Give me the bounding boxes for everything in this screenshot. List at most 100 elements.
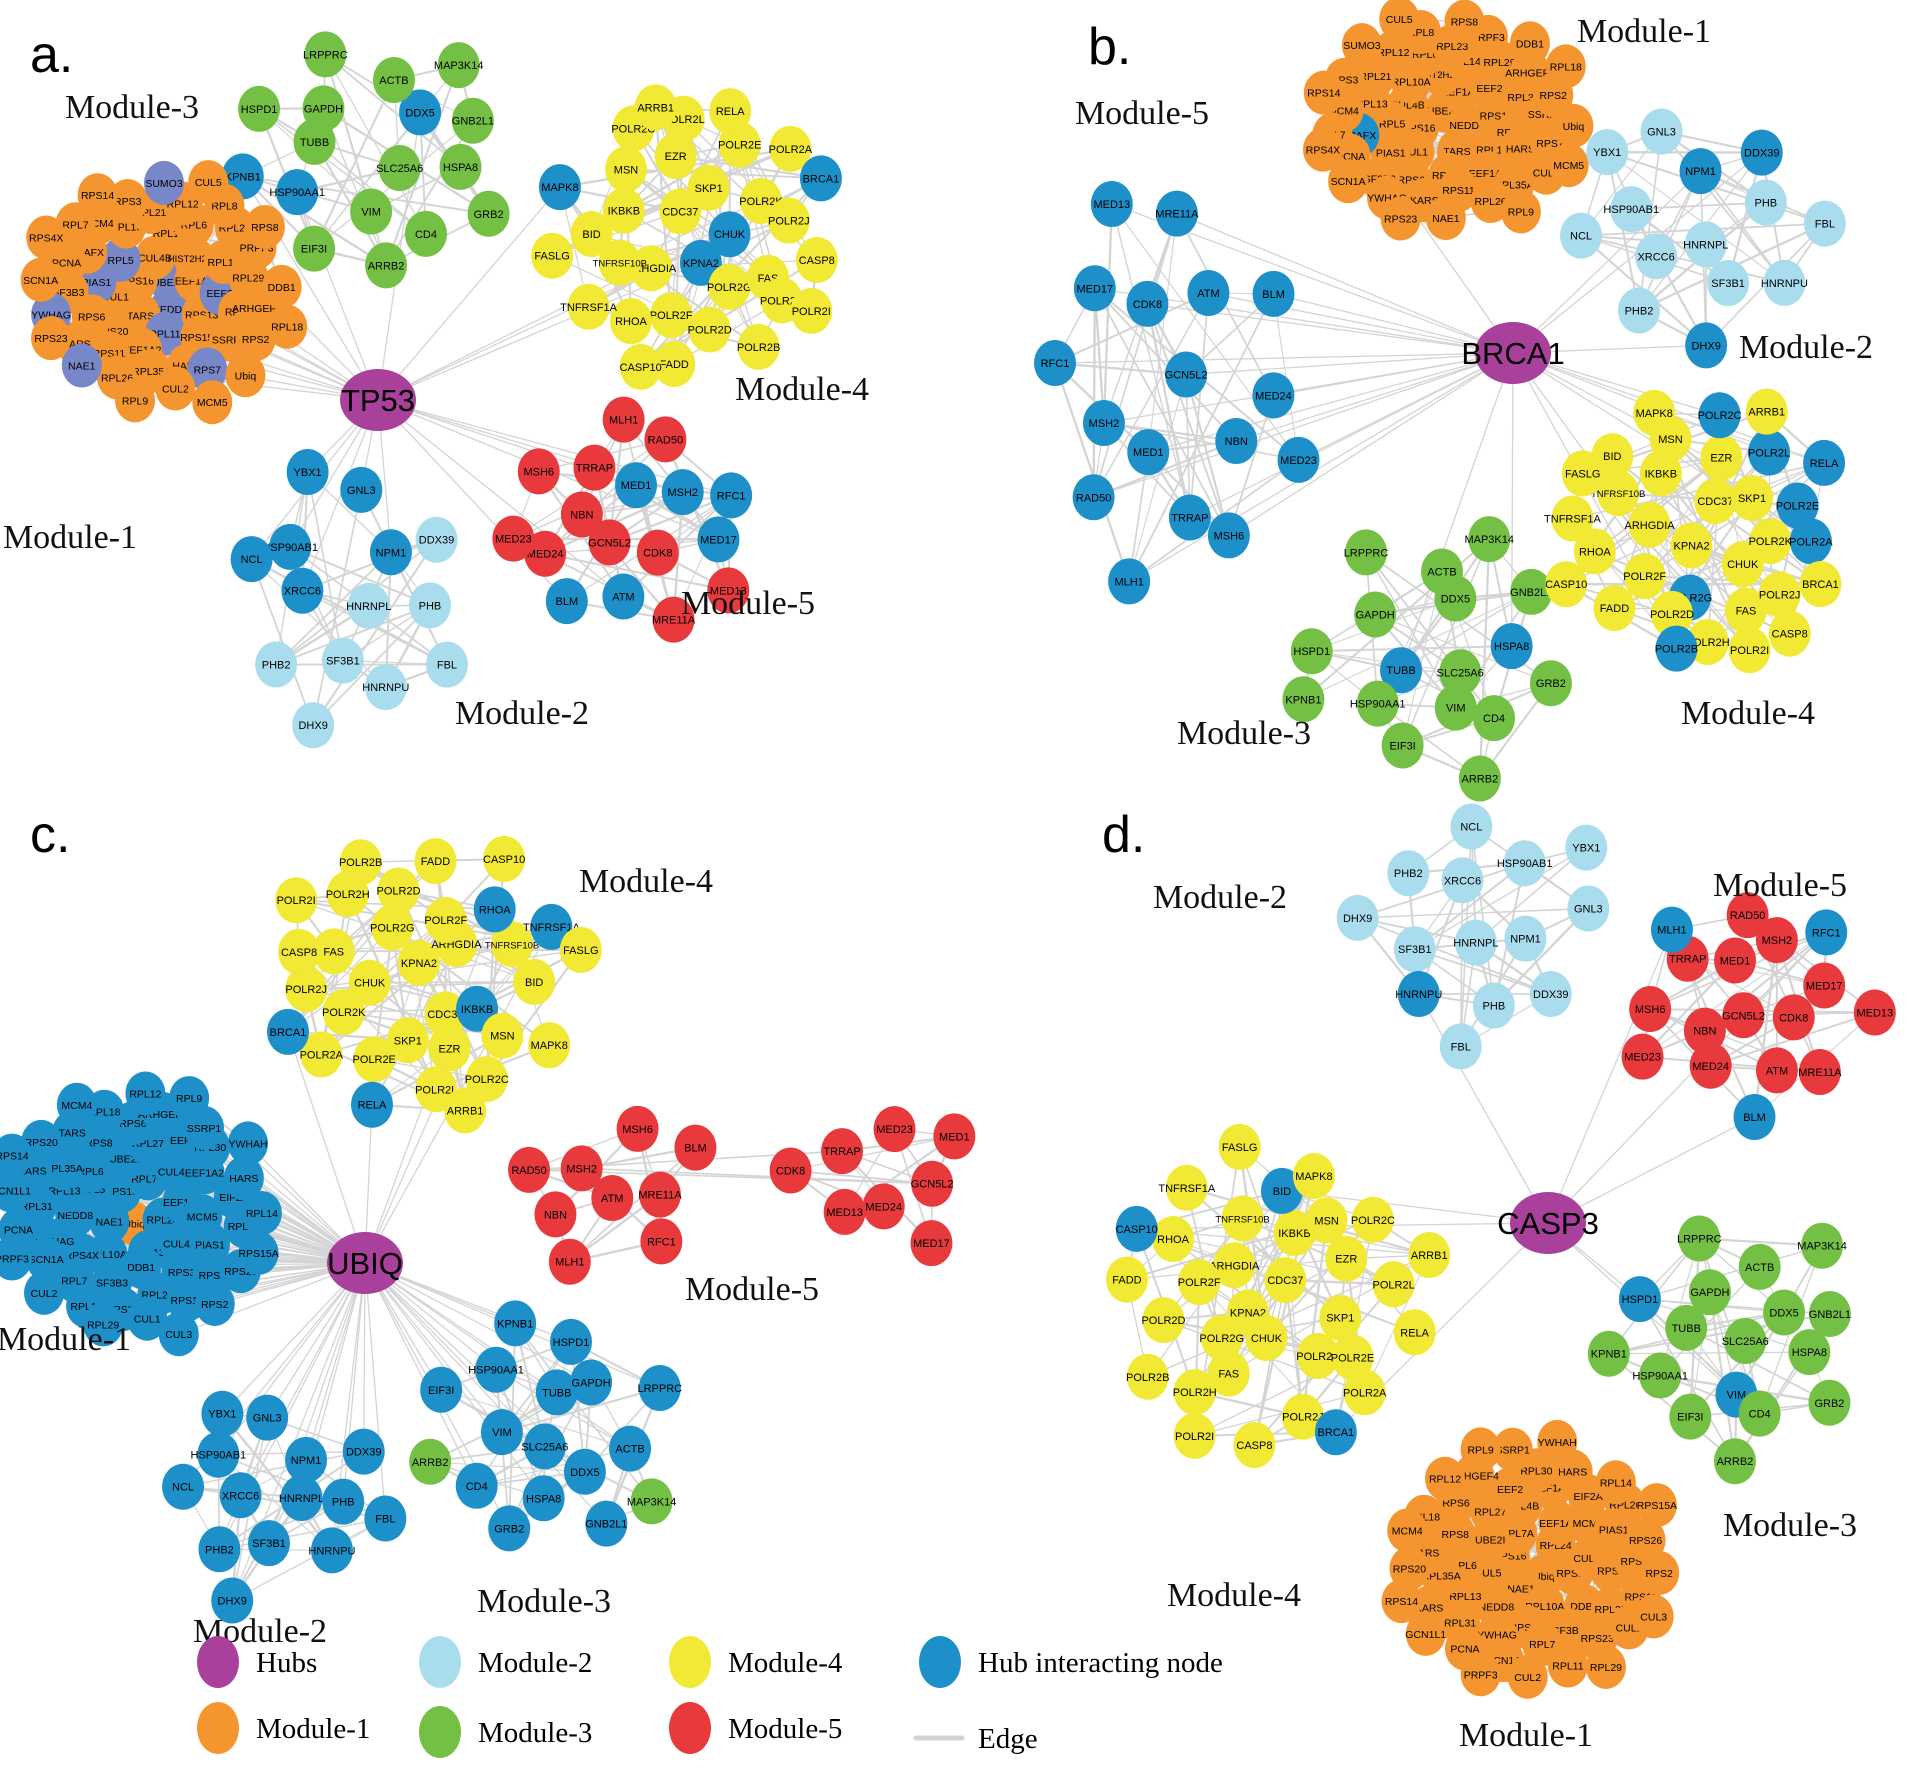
node-label-PRPF3: PRPF3	[1464, 1669, 1498, 1681]
node-label-MSH2: MSH2	[1762, 935, 1793, 947]
node-label-HSP90AB1: HSP90AB1	[191, 1450, 247, 1462]
node-label-RELA: RELA	[1400, 1327, 1429, 1339]
legend-item-module-1-label: Module-1	[256, 1713, 370, 1745]
node-HNRNPL	[1684, 221, 1727, 268]
node-label-PHB2: PHB2	[262, 659, 291, 671]
node-GNL3	[1640, 108, 1683, 155]
node-label-POLR2A: POLR2A	[1343, 1387, 1387, 1399]
node-MED23	[873, 1106, 916, 1153]
node-label-SSRP1: SSRP1	[1495, 1445, 1530, 1457]
node-SCN1A	[1328, 159, 1369, 204]
node-label-RPL9: RPL9	[1467, 1444, 1493, 1456]
node-label-LRPPRC: LRPPRC	[638, 1383, 683, 1395]
node-HNRNPL	[1454, 919, 1497, 966]
node-RELA	[350, 1081, 393, 1128]
node-label-BLM: BLM	[1262, 289, 1285, 301]
node-RHOA	[1573, 528, 1616, 575]
node-label-MAPK8: MAPK8	[1295, 1171, 1332, 1183]
node-label-RPL21: RPL21	[1359, 71, 1391, 83]
node-RPS14	[0, 1133, 33, 1178]
node-label-RPS3: RPS3	[114, 196, 142, 208]
node-GNB2L1	[1510, 568, 1553, 615]
node-TNFRSF1A	[1551, 495, 1594, 542]
node-CDC37	[1264, 1257, 1307, 1304]
node-label-TUBB: TUBB	[300, 137, 329, 149]
node-RPS2	[235, 317, 276, 362]
node-label-KPNB1: KPNB1	[1285, 694, 1321, 706]
node-label-FBL: FBL	[437, 660, 457, 672]
node-label-SCN1A: SCN1A	[23, 275, 58, 287]
node-label-TNFRSF10B: TNFRSF10B	[1215, 1214, 1269, 1225]
node-label-RPL13: RPL13	[1449, 1591, 1481, 1603]
node-label-ARRB2: ARRB2	[1462, 773, 1499, 785]
node-RPL11	[1547, 1643, 1588, 1688]
node-RELA	[709, 88, 752, 135]
node-label-TRRAP: TRRAP	[1669, 954, 1706, 966]
legend-item-module-5-label: Module-5	[728, 1713, 842, 1745]
node-label-UBE2I: UBE2I	[109, 1154, 139, 1166]
node-label-HSPA8: HSPA8	[443, 162, 478, 174]
node-label-RPS23: RPS23	[34, 333, 67, 345]
node-DDB1	[1509, 21, 1550, 66]
node-label-SLC25A6: SLC25A6	[1437, 667, 1484, 679]
node-POLR2J	[1758, 571, 1801, 618]
node-MRE11A	[1798, 1048, 1841, 1095]
node-label-RFC1: RFC1	[647, 1236, 676, 1248]
legend-item-edge-label: Edge	[978, 1723, 1038, 1755]
node-BID	[1260, 1167, 1303, 1214]
panel-letter-d: d.	[1102, 806, 1145, 864]
node-RELA	[1393, 1309, 1436, 1356]
node-RFC1	[1805, 909, 1848, 956]
node-label-MAP3K14: MAP3K14	[1464, 534, 1514, 546]
node-RPL29	[83, 1302, 124, 1347]
node-label-MCM5: MCM5	[197, 397, 228, 409]
node-LRPPRC	[304, 31, 347, 78]
node-HNRNPU	[1763, 259, 1806, 306]
node-label-POLR2H: POLR2H	[1173, 1387, 1217, 1399]
node-Ubiq	[1553, 103, 1594, 148]
node-label-NBN: NBN	[570, 510, 593, 522]
node-label-HSPD1: HSPD1	[241, 104, 278, 116]
node-label-GRB2: GRB2	[494, 1523, 524, 1535]
node-label-ARRB1: ARRB1	[447, 1105, 484, 1117]
node-POLR2G	[371, 904, 414, 951]
node-label-FAS: FAS	[323, 946, 344, 958]
node-ARRB2	[1713, 1438, 1756, 1485]
node-CASP10	[483, 835, 526, 882]
node-label-BRCA1: BRCA1	[1802, 579, 1839, 591]
node-label-GAPDH: GAPDH	[572, 1377, 611, 1389]
node-label-NCL: NCL	[172, 1482, 194, 1494]
node-label-RPL7: RPL7	[61, 1275, 87, 1287]
panel-letter-a: a.	[30, 26, 73, 84]
node-MAPK8	[1292, 1153, 1335, 1200]
node-label-MAP3K14: MAP3K14	[627, 1496, 677, 1508]
node-CDK8	[1772, 994, 1815, 1041]
node-label-MLH1: MLH1	[609, 415, 638, 427]
node-label-CUL2: CUL2	[31, 1288, 58, 1300]
node-label-POLR2K: POLR2K	[1296, 1351, 1340, 1363]
node-label-RPL31: RPL31	[21, 1201, 53, 1213]
node-label-TARS: TARS	[59, 1127, 86, 1139]
node-label-HSPD1: HSPD1	[553, 1337, 590, 1349]
node-label-RPL9: RPL9	[176, 1093, 202, 1105]
node-label-RPS20: RPS20	[1393, 1563, 1426, 1575]
node-label-NPM1: NPM1	[1685, 166, 1716, 178]
node-label-MAP3K14: MAP3K14	[1797, 1241, 1847, 1253]
node-label-POLR2I: POLR2I	[277, 895, 316, 907]
node-GRB2	[488, 1505, 531, 1552]
node-label-RPL3: RPL3	[1507, 92, 1533, 104]
node-label-DHX9: DHX9	[1691, 340, 1720, 352]
node-label-IKBKB: IKBKB	[608, 206, 640, 218]
node-NBN	[1683, 1007, 1726, 1054]
node-label-SLC25A6: SLC25A6	[521, 1441, 568, 1453]
node-label-RELA: RELA	[358, 1100, 387, 1112]
node-GAPDH	[302, 85, 345, 132]
node-RPS23	[31, 316, 72, 361]
node-label-RPS23: RPS23	[1581, 1633, 1614, 1645]
node-label-RPS2: RPS2	[242, 334, 270, 346]
node-label-HNRNPL: HNRNPL	[279, 1493, 324, 1505]
node-label-NCL: NCL	[1460, 822, 1482, 834]
module-label-a-module-2: Module-2	[455, 695, 589, 732]
node-label-VIM: VIM	[1727, 1390, 1747, 1402]
node-label-RPL12: RPL12	[167, 199, 199, 211]
